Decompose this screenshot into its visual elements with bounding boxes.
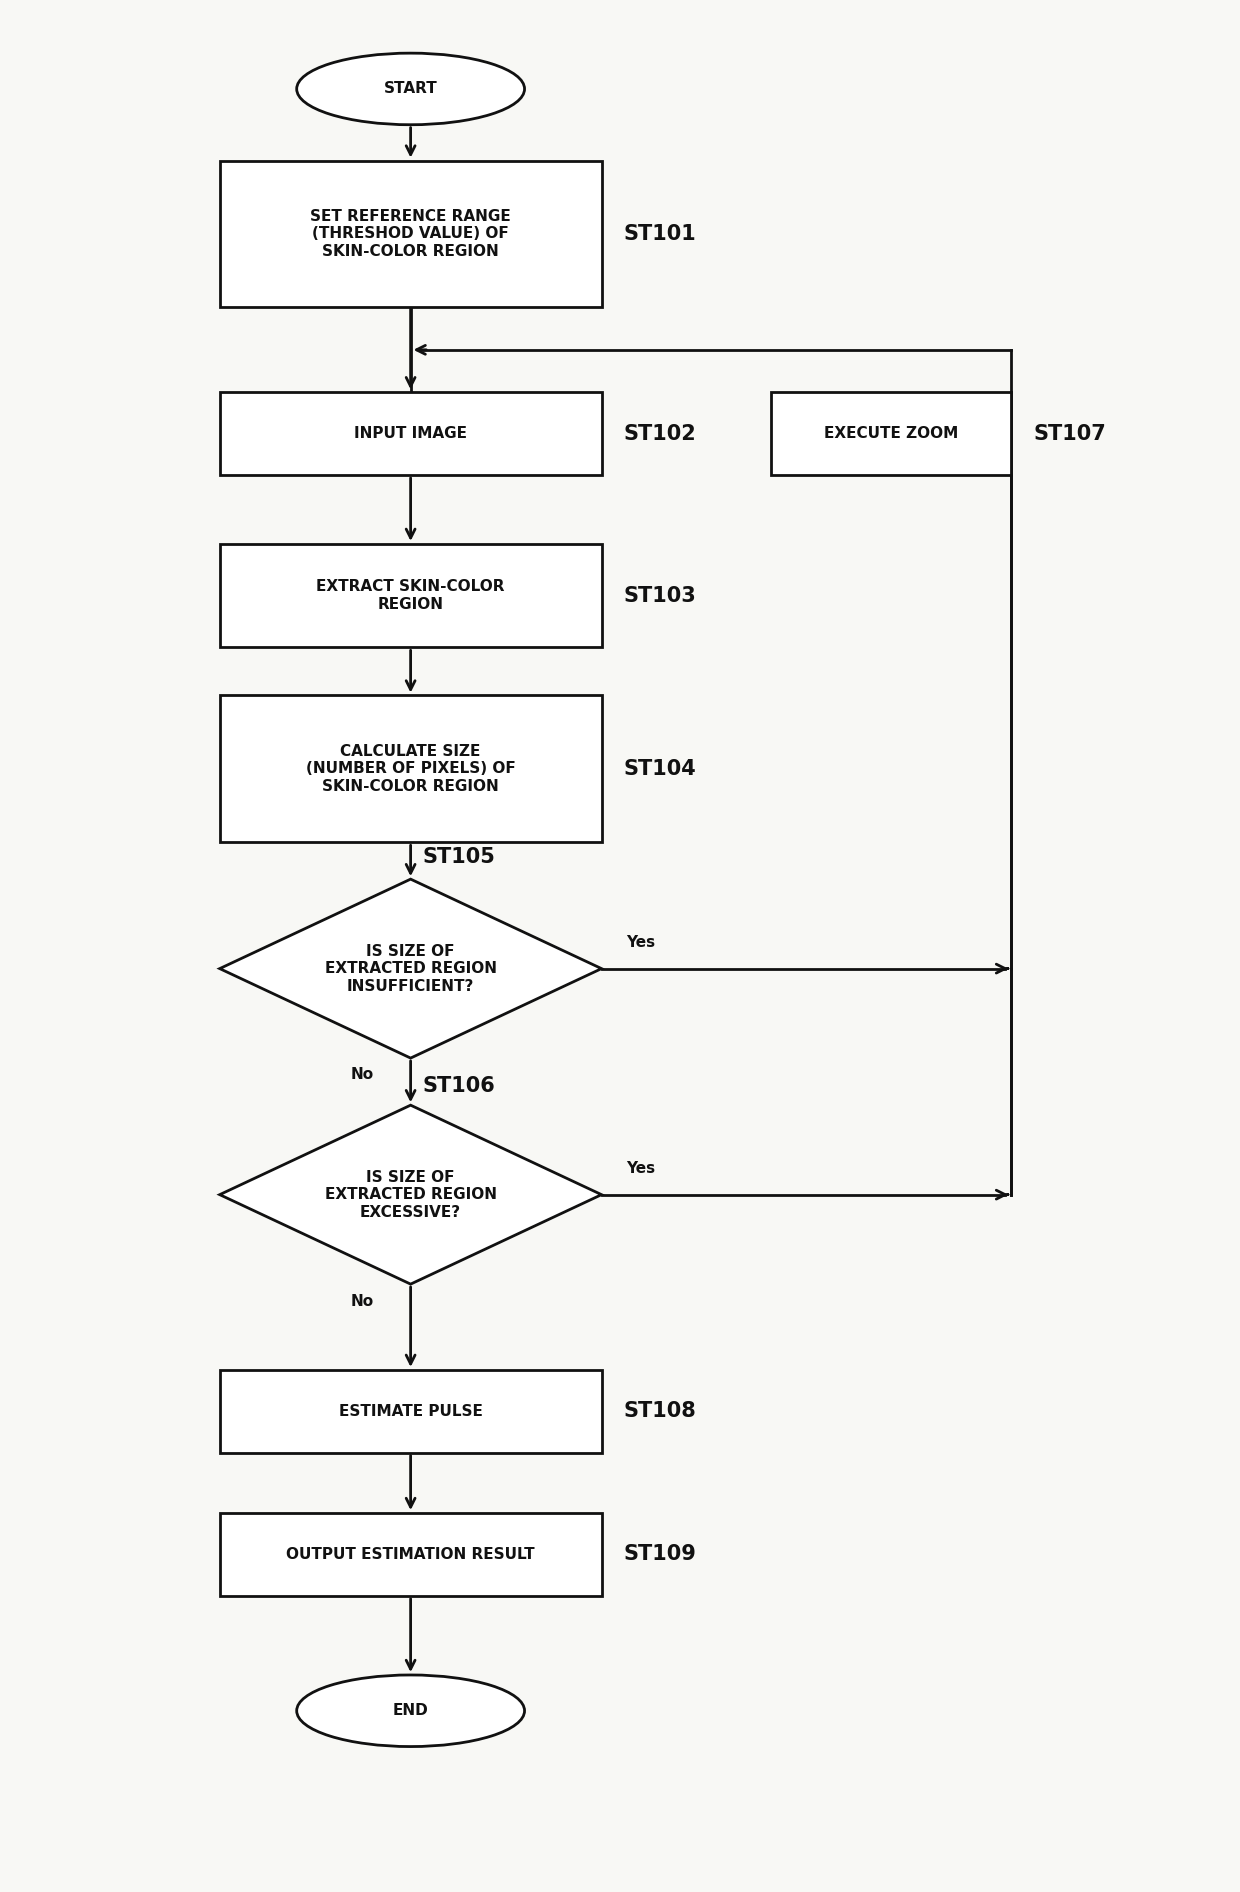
Text: CALCULATE SIZE
(NUMBER OF PIXELS) OF
SKIN-COLOR REGION: CALCULATE SIZE (NUMBER OF PIXELS) OF SKI… [306, 744, 516, 795]
Text: Yes: Yes [626, 935, 655, 950]
FancyBboxPatch shape [219, 543, 601, 647]
Text: IS SIZE OF
EXTRACTED REGION
INSUFFICIENT?: IS SIZE OF EXTRACTED REGION INSUFFICIENT… [325, 944, 496, 993]
Text: ST108: ST108 [624, 1402, 697, 1421]
Text: No: No [351, 1067, 373, 1082]
Ellipse shape [296, 53, 525, 125]
Text: INPUT IMAGE: INPUT IMAGE [355, 426, 467, 441]
FancyBboxPatch shape [219, 1370, 601, 1453]
Text: ST107: ST107 [1033, 424, 1106, 443]
Text: Yes: Yes [626, 1162, 655, 1175]
Text: No: No [351, 1294, 373, 1309]
Text: ST109: ST109 [624, 1544, 697, 1565]
FancyBboxPatch shape [219, 1514, 601, 1595]
FancyBboxPatch shape [771, 392, 1011, 475]
Ellipse shape [296, 1674, 525, 1746]
Polygon shape [219, 880, 601, 1058]
FancyBboxPatch shape [219, 392, 601, 475]
Text: ST101: ST101 [624, 223, 697, 244]
Text: ST102: ST102 [624, 424, 697, 443]
Text: OUTPUT ESTIMATION RESULT: OUTPUT ESTIMATION RESULT [286, 1548, 534, 1563]
Text: ST103: ST103 [624, 587, 697, 605]
Text: ESTIMATE PULSE: ESTIMATE PULSE [339, 1404, 482, 1419]
Text: SET REFERENCE RANGE
(THRESHOD VALUE) OF
SKIN-COLOR REGION: SET REFERENCE RANGE (THRESHOD VALUE) OF … [310, 210, 511, 259]
Text: EXECUTE ZOOM: EXECUTE ZOOM [823, 426, 959, 441]
Text: ST106: ST106 [423, 1077, 496, 1095]
Text: IS SIZE OF
EXTRACTED REGION
EXCESSIVE?: IS SIZE OF EXTRACTED REGION EXCESSIVE? [325, 1169, 496, 1220]
FancyBboxPatch shape [219, 696, 601, 842]
Text: ST105: ST105 [423, 846, 496, 867]
FancyBboxPatch shape [219, 161, 601, 307]
Polygon shape [219, 1105, 601, 1285]
Text: EXTRACT SKIN-COLOR
REGION: EXTRACT SKIN-COLOR REGION [316, 579, 505, 611]
Text: START: START [383, 81, 438, 96]
Text: ST104: ST104 [624, 759, 697, 780]
Text: END: END [393, 1703, 429, 1718]
